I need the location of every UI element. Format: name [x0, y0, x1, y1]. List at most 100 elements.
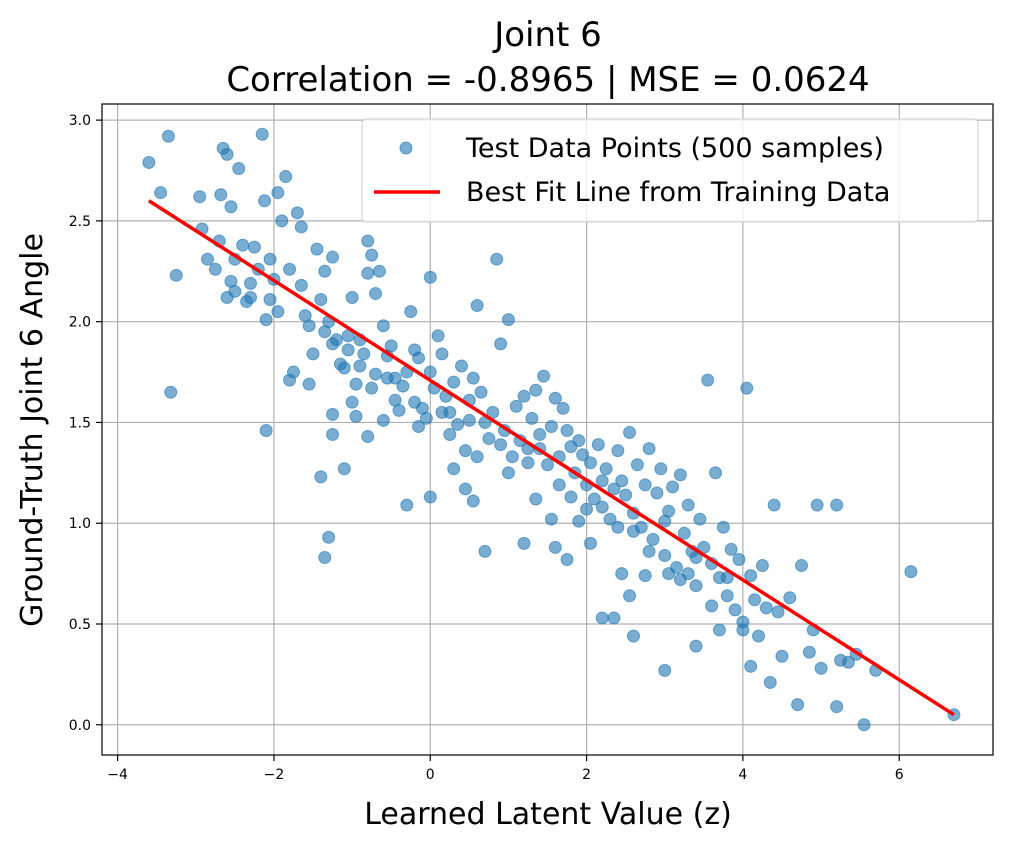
- data-point: [447, 375, 461, 389]
- data-point: [642, 442, 656, 456]
- data-point: [466, 494, 480, 508]
- data-point: [658, 663, 672, 677]
- chart-subtitle: Correlation = -0.8965 | MSE = 0.0624: [226, 60, 869, 100]
- data-point: [720, 589, 734, 603]
- data-point: [595, 474, 609, 488]
- data-point: [693, 512, 707, 526]
- data-point: [701, 373, 715, 387]
- y-axis-label: Ground-Truth Joint 6 Angle: [15, 233, 50, 627]
- data-point: [537, 369, 551, 383]
- data-point: [630, 458, 644, 472]
- data-point: [290, 206, 304, 220]
- data-point: [560, 424, 574, 438]
- data-point: [623, 426, 637, 440]
- data-point: [419, 411, 433, 425]
- data-point: [349, 377, 363, 391]
- data-point: [154, 186, 168, 200]
- data-point: [361, 266, 375, 280]
- data-point: [258, 194, 272, 208]
- data-point: [658, 548, 672, 562]
- data-point: [376, 319, 390, 333]
- data-point: [529, 383, 543, 397]
- legend-entry-fit-line: Best Fit Line from Training Data: [466, 177, 890, 208]
- data-point: [232, 161, 246, 175]
- data-point: [392, 403, 406, 417]
- data-point: [759, 601, 773, 615]
- y-tick-label: 3.0: [69, 113, 91, 129]
- data-points: [142, 127, 961, 732]
- data-point: [611, 444, 625, 458]
- data-point: [732, 552, 746, 566]
- data-point: [689, 579, 703, 593]
- data-point: [681, 498, 695, 512]
- data-point: [623, 589, 637, 603]
- data-point: [607, 611, 621, 625]
- data-point: [318, 325, 332, 339]
- data-point: [193, 190, 207, 204]
- data-point: [326, 407, 340, 421]
- data-point: [611, 520, 625, 534]
- data-point: [361, 234, 375, 248]
- data-point: [615, 474, 629, 488]
- data-point: [795, 559, 809, 573]
- data-point: [595, 500, 609, 514]
- data-point: [599, 462, 613, 476]
- data-point: [689, 639, 703, 653]
- data-point: [224, 200, 238, 214]
- data-point: [716, 520, 730, 534]
- data-point: [583, 536, 597, 550]
- data-point: [447, 462, 461, 476]
- data-point: [705, 599, 719, 613]
- data-point: [310, 242, 324, 256]
- data-point: [220, 147, 234, 161]
- data-point: [658, 514, 672, 528]
- data-point: [404, 305, 418, 319]
- data-point: [728, 603, 742, 617]
- data-point: [306, 347, 320, 361]
- data-point: [353, 359, 367, 373]
- data-point: [552, 478, 566, 492]
- legend-box: [361, 118, 979, 223]
- data-point: [208, 262, 222, 276]
- data-point: [263, 252, 277, 266]
- data-point: [517, 536, 531, 550]
- axis-ticks: −4 −2 0 2 4 6 0.0 0.5 1.0 1.5 2.0 2.5 3.0: [69, 113, 904, 783]
- data-point: [529, 492, 543, 506]
- data-point: [662, 567, 676, 581]
- data-point: [767, 498, 781, 512]
- data-point: [349, 409, 363, 423]
- data-point: [544, 419, 558, 433]
- data-point: [412, 351, 426, 365]
- data-point: [548, 391, 562, 405]
- data-point: [369, 286, 383, 300]
- data-point: [224, 274, 238, 288]
- data-point: [802, 645, 816, 659]
- data-point: [654, 462, 668, 476]
- data-point: [314, 293, 328, 307]
- data-point: [236, 238, 250, 252]
- data-point: [271, 305, 285, 319]
- data-point: [443, 428, 457, 442]
- data-point: [744, 659, 758, 673]
- data-point: [677, 526, 691, 540]
- fit-line-layer: [147, 199, 955, 717]
- data-point: [466, 371, 480, 385]
- data-point: [361, 430, 375, 444]
- data-point: [775, 649, 789, 663]
- data-point: [326, 428, 340, 442]
- data-point: [638, 569, 652, 583]
- data-point: [214, 188, 228, 202]
- data-point: [814, 661, 828, 675]
- chart-title: Joint 6: [492, 15, 602, 55]
- data-point: [541, 458, 554, 472]
- legend-scatter-marker: [399, 141, 413, 155]
- plot-frame: [101, 103, 994, 756]
- data-point: [255, 127, 269, 141]
- data-point: [322, 530, 336, 544]
- data-point: [263, 293, 277, 307]
- data-point: [607, 482, 621, 496]
- data-point: [673, 468, 687, 482]
- data-point: [505, 450, 519, 464]
- data-point: [490, 252, 504, 266]
